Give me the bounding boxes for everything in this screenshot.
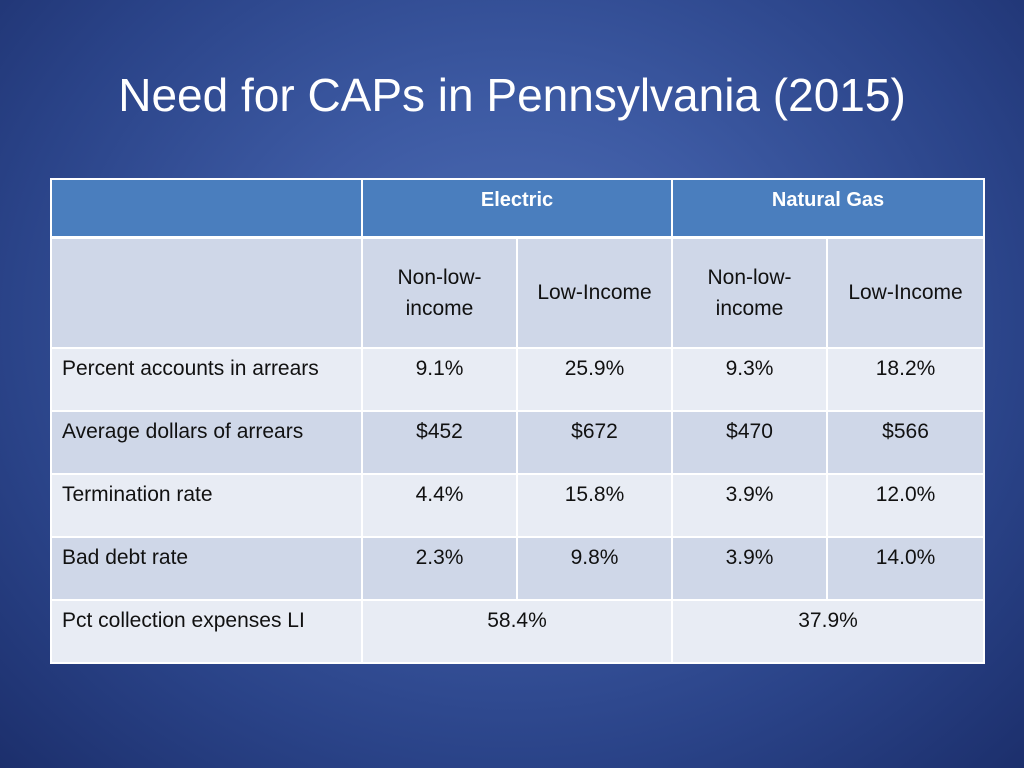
header-electric: Electric <box>360 178 674 238</box>
subheader-row: Non-low- income Low-Income Non-low- inco… <box>50 236 986 349</box>
summary-row: Pct collection expenses LI 58.4% 37.9% <box>50 598 986 664</box>
table-cell: 9.1% <box>361 346 518 412</box>
subheader-electric-non-low-income: Non-low- income <box>361 236 518 349</box>
table-cell: 15.8% <box>515 472 674 538</box>
table-cell: 12.0% <box>826 472 986 538</box>
subheader-gas-low-income: Low-Income <box>826 236 986 349</box>
summary-cell-electric: 58.4% <box>360 598 674 664</box>
table-cell: 4.4% <box>361 472 518 538</box>
row-label: Bad debt rate <box>50 535 363 601</box>
table-cell: 9.8% <box>515 535 674 601</box>
row-label: Pct collection expenses LI <box>50 598 363 664</box>
header-row: Electric Natural Gas <box>50 178 986 238</box>
table-cell: 25.9% <box>515 346 674 412</box>
table-cell: 2.3% <box>361 535 518 601</box>
table-cell: 14.0% <box>826 535 986 601</box>
subheader-corner-cell <box>50 236 363 349</box>
row-label: Percent accounts in arrears <box>50 346 363 412</box>
table-row: Bad debt rate 2.3% 9.8% 3.9% 14.0% <box>50 535 986 601</box>
table-cell: $470 <box>671 409 829 475</box>
table-cell: 3.9% <box>671 472 829 538</box>
slide-title: Need for CAPs in Pennsylvania (2015) <box>118 69 906 121</box>
header-corner-cell <box>50 178 363 238</box>
summary-cell-natural-gas: 37.9% <box>671 598 986 664</box>
table-row: Percent accounts in arrears 9.1% 25.9% 9… <box>50 346 986 412</box>
table-cell: $566 <box>826 409 986 475</box>
table-cell: $672 <box>515 409 674 475</box>
row-label: Average dollars of arrears <box>50 409 363 475</box>
table-cell: $452 <box>361 409 518 475</box>
subheader-electric-low-income: Low-Income <box>515 236 674 349</box>
subheader-gas-non-low-income: Non-low- income <box>671 236 829 349</box>
data-table: Electric Natural Gas Non-low- income Low… <box>50 178 986 664</box>
table-row: Termination rate 4.4% 15.8% 3.9% 12.0% <box>50 472 986 538</box>
row-label: Termination rate <box>50 472 363 538</box>
table-row: Average dollars of arrears $452 $672 $47… <box>50 409 986 475</box>
table-cell: 3.9% <box>671 535 829 601</box>
table-cell: 18.2% <box>826 346 986 412</box>
header-natural-gas: Natural Gas <box>671 178 986 238</box>
table-cell: 9.3% <box>671 346 829 412</box>
